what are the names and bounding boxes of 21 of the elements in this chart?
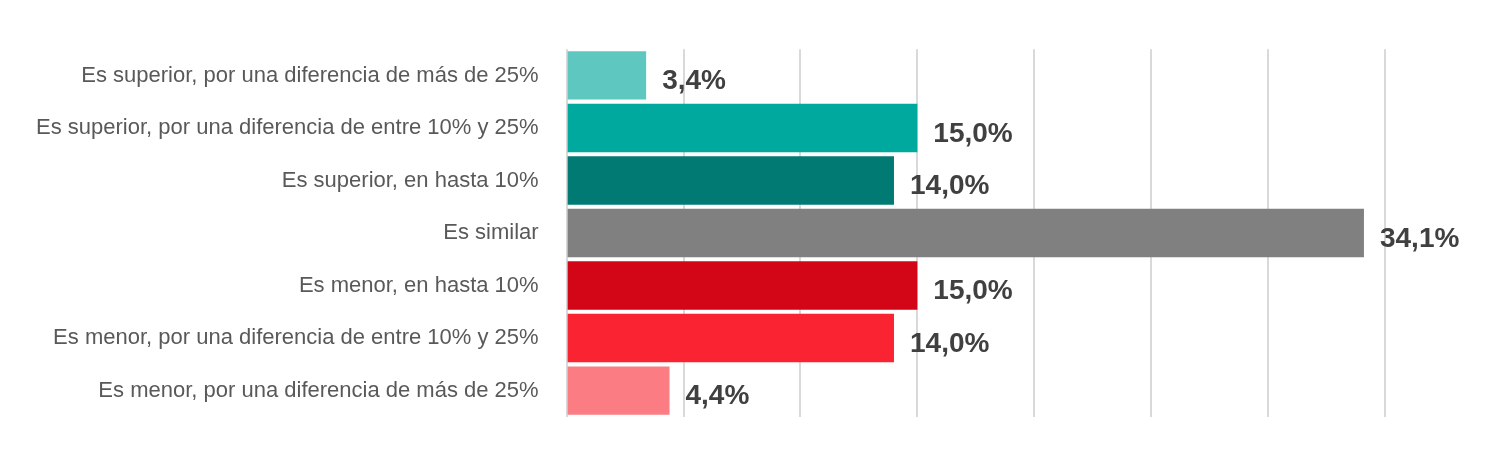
bar (567, 261, 918, 310)
bar (567, 313, 894, 363)
y-tick-label: Es superior, por una diferencia de más de 25% (81, 61, 539, 87)
data-label: 34,1% (1379, 221, 1460, 253)
data-label: 15,0% (933, 274, 1013, 306)
y-tick-label: Es superior, en hasta 10% (281, 166, 539, 192)
y-tick-label: Es menor, en hasta 10% (298, 271, 539, 297)
bar (567, 156, 894, 205)
y-tick-label: Es menor, por una diferencia de entre 10% y 25% (53, 324, 539, 350)
bar (567, 366, 670, 415)
data-label: 4,4% (685, 379, 750, 411)
data-label: 14,0% (909, 169, 990, 201)
y-tick-label: Es menor, por una diferencia de más de 25% (98, 376, 539, 402)
bar (567, 103, 918, 153)
y-tick-label: Es similar (443, 219, 539, 245)
y-tick-label: Es superior, por una diferencia de entre 10% y 25% (36, 114, 539, 140)
data-label: 14,0% (909, 326, 990, 358)
bar (567, 51, 647, 100)
data-label: 3,4% (662, 64, 727, 96)
bar (567, 208, 1364, 258)
data-label: 15,0% (933, 116, 1013, 148)
